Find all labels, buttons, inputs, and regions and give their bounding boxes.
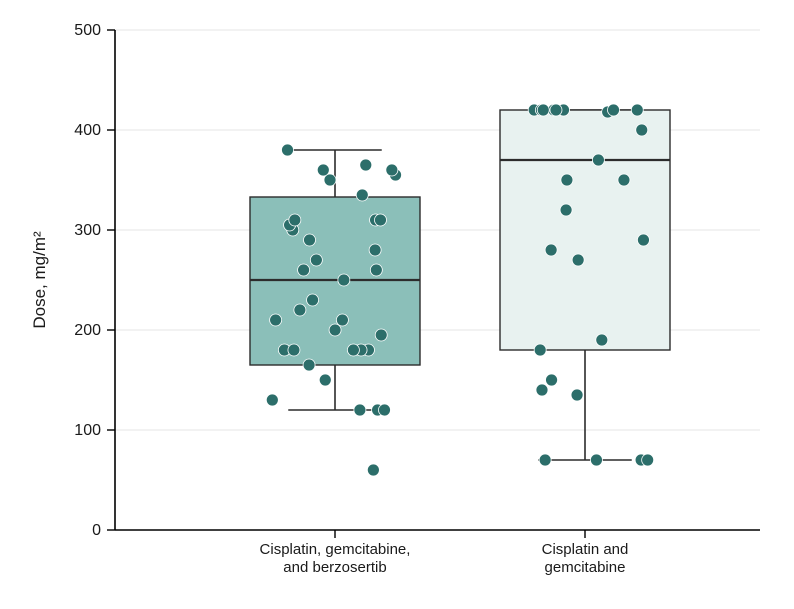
data-point — [386, 164, 398, 176]
data-point — [329, 324, 341, 336]
data-point — [298, 264, 310, 276]
y-tick-label: 500 — [74, 22, 101, 39]
data-point — [378, 404, 390, 416]
data-point — [317, 164, 329, 176]
data-point — [636, 124, 648, 136]
data-point — [375, 329, 387, 341]
data-point — [319, 374, 331, 386]
data-point — [537, 104, 549, 116]
data-point — [560, 204, 572, 216]
data-point — [539, 454, 551, 466]
data-point — [347, 344, 359, 356]
data-point — [310, 254, 322, 266]
data-point — [596, 334, 608, 346]
boxplot-chart: 0 100 200 300 400 500 Dose, mg/m² Cisplatin, ge… — [0, 0, 794, 609]
y-tick-label: 200 — [74, 322, 101, 339]
data-point — [561, 174, 573, 186]
data-point — [546, 374, 558, 386]
data-point — [367, 464, 379, 476]
data-point — [571, 389, 583, 401]
data-point — [637, 234, 649, 246]
data-point — [307, 294, 319, 306]
data-point — [590, 454, 602, 466]
data-point — [618, 174, 630, 186]
category-label: gemcitabine — [545, 559, 626, 576]
data-point — [354, 404, 366, 416]
data-point — [303, 359, 315, 371]
data-point — [642, 454, 654, 466]
data-point — [550, 104, 562, 116]
data-point — [369, 244, 381, 256]
data-point — [294, 304, 306, 316]
data-point — [304, 234, 316, 246]
data-point — [592, 154, 604, 166]
data-point — [545, 244, 557, 256]
data-point — [338, 274, 350, 286]
data-point — [266, 394, 278, 406]
data-point — [289, 214, 301, 226]
chart-svg: 0 100 200 300 400 500 Dose, mg/m² Cisplatin, ge… — [0, 0, 794, 609]
y-tick-label: 100 — [74, 422, 101, 439]
data-point — [374, 214, 386, 226]
data-point — [270, 314, 282, 326]
y-tick-label: 300 — [74, 222, 101, 239]
data-point — [534, 344, 546, 356]
data-point — [356, 189, 368, 201]
data-point — [288, 344, 300, 356]
y-tick-label: 0 — [92, 522, 101, 539]
category-label: Cisplatin and — [542, 541, 629, 558]
category-label: and berzosertib — [283, 559, 386, 576]
data-point — [608, 104, 620, 116]
data-point — [572, 254, 584, 266]
box — [500, 110, 670, 350]
category-label: Cisplatin, gemcitabine, — [260, 541, 411, 558]
data-point — [360, 159, 372, 171]
data-point — [631, 104, 643, 116]
y-tick-label: 400 — [74, 122, 101, 139]
data-point — [536, 384, 548, 396]
data-point — [370, 264, 382, 276]
data-point — [282, 144, 294, 156]
y-axis-label: Dose, mg/m² — [30, 231, 49, 329]
data-point — [336, 314, 348, 326]
